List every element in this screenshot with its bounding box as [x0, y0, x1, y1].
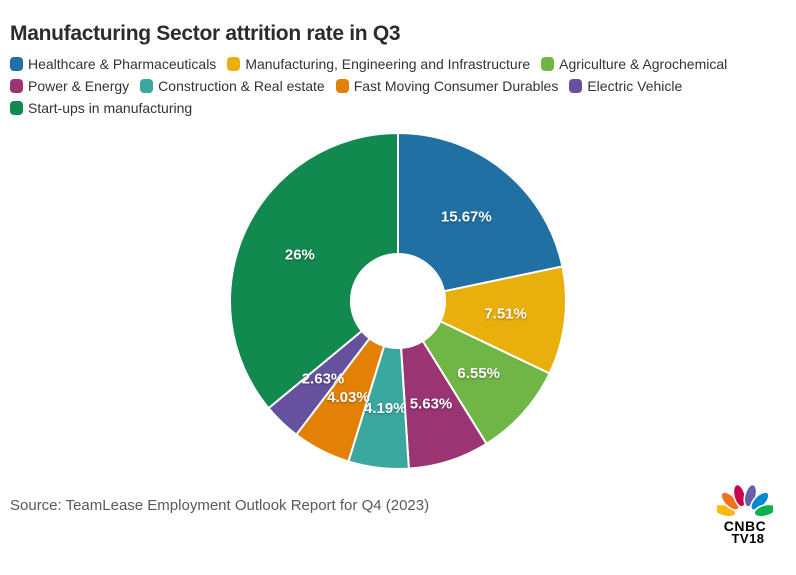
slice-label: 7.51%: [484, 305, 527, 322]
slice-label: 6.55%: [457, 365, 500, 382]
legend-item: Agriculture & Agrochemical: [541, 56, 727, 72]
legend-swatch-icon: [335, 79, 349, 93]
legend-label: Healthcare & Pharmaceuticals: [28, 56, 217, 72]
legend-swatch-icon: [541, 57, 555, 71]
legend-item: Start-ups in manufacturing: [10, 100, 192, 116]
cnbc-tv18-logo: CNBC TV18: [712, 481, 778, 545]
legend-label: Agriculture & Agrochemical: [559, 56, 728, 72]
slice-label: 4.19%: [364, 400, 407, 417]
legend-swatch-icon: [10, 101, 23, 115]
slice-label: 4.03%: [327, 389, 370, 406]
legend-item: Electric Vehicle: [569, 78, 682, 94]
legend-item: Healthcare & Pharmaceuticals: [10, 56, 216, 72]
legend-label: Construction & Real estate: [158, 78, 325, 94]
legend-swatch-icon: [10, 79, 23, 93]
legend-item: Construction & Real estate: [140, 78, 325, 94]
pie-slice: [228, 132, 399, 410]
legend-item: Manufacturing, Engineering and Infrastru…: [227, 56, 530, 72]
legend-swatch-icon: [140, 79, 154, 93]
legend-item: Power & Energy: [10, 78, 129, 94]
legend-label: Start-ups in manufacturing: [28, 100, 193, 116]
legend-swatch-icon: [227, 57, 241, 71]
donut-chart: 15.67% 7.51% 6.55%5.63%4.19%4.03%2.63% 26%: [228, 132, 567, 471]
peacock-icon: [717, 483, 773, 518]
slice-label: 5.63%: [410, 396, 453, 413]
logo-text-cnbc: CNBC: [723, 518, 767, 534]
legend-label: Fast Moving Consumer Durables: [353, 78, 559, 94]
logo-text-tv18: TV18: [731, 531, 765, 546]
legend-item: Fast Moving Consumer Durables: [335, 78, 559, 94]
legend-swatch-icon: [569, 79, 583, 93]
legend-label: Power & Energy: [28, 78, 130, 94]
chart-area: 15.67% 7.51% 6.55% 5.63% 4.19% 4.03% 2.63% 26%: [0, 129, 796, 477]
page-title: Manufacturing Sector attrition rate in Q…: [10, 22, 401, 46]
pie-slice: [439, 265, 567, 375]
slice-label: 26%: [285, 246, 315, 263]
slice-label: 2.63%: [302, 371, 345, 388]
legend: Healthcare & Pharmaceuticals Manufacturin…: [10, 56, 790, 116]
legend-label: Electric Vehicle: [587, 78, 683, 94]
legend-label: Manufacturing, Engineering and Infrastru…: [245, 56, 531, 72]
source-caption: Source: TeamLease Employment Outlook Rep…: [10, 497, 430, 514]
slice-label: 15.67%: [441, 208, 492, 225]
pie-slice: [397, 132, 564, 293]
peacock-feather: [753, 503, 773, 518]
legend-swatch-icon: [10, 57, 23, 71]
